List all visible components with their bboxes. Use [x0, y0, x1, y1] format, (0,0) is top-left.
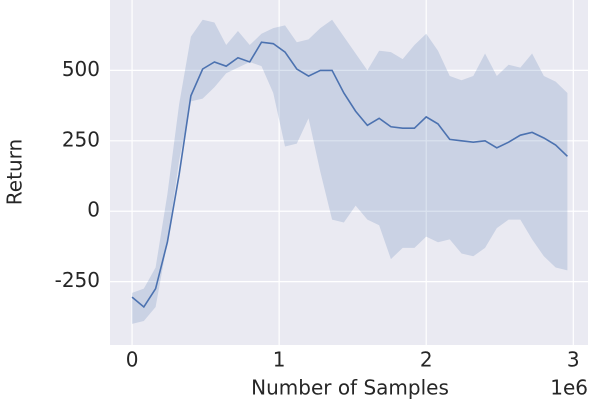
x-tick-label: 2 — [420, 348, 433, 372]
x-axis-label: Number of Samples — [251, 376, 449, 400]
offset-label: 1e6 — [550, 376, 588, 400]
y-tick-label: 0 — [87, 198, 100, 222]
line — [131, 41, 568, 309]
y-tick-label: -250 — [55, 268, 100, 292]
x-tick-label: 1 — [273, 348, 286, 372]
x-tick-label: 3 — [567, 348, 580, 372]
y-tick-label: 500 — [62, 57, 100, 81]
plot-background — [110, 0, 588, 345]
y-tick-label: 250 — [62, 127, 100, 151]
x-tick-label: 0 — [126, 348, 139, 372]
confidence-band — [132, 19, 568, 324]
y-axis-label: Return — [3, 139, 27, 205]
